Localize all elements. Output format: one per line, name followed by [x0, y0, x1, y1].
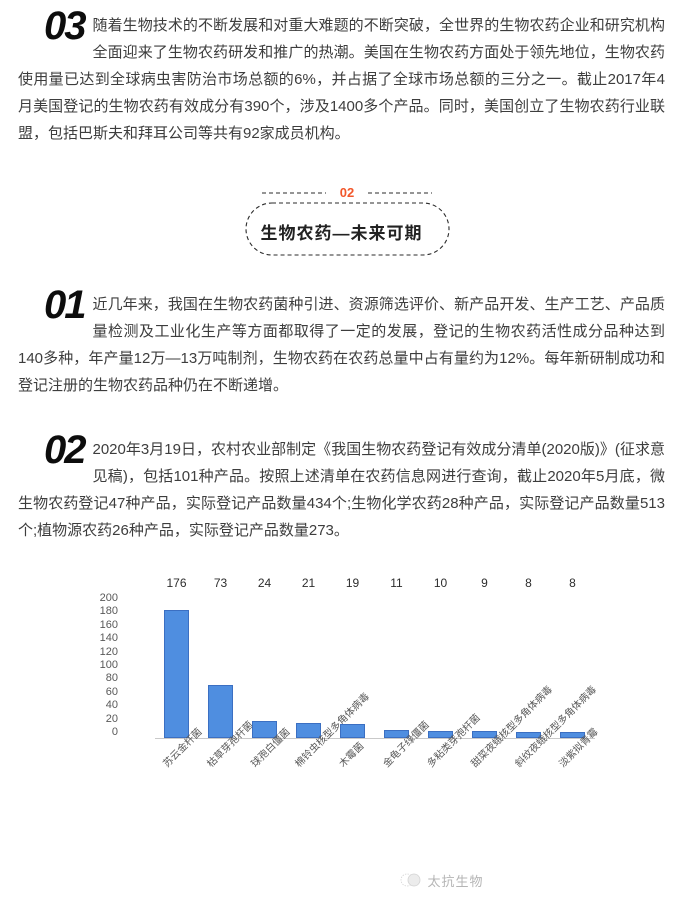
- svg-text:02: 02: [339, 185, 353, 200]
